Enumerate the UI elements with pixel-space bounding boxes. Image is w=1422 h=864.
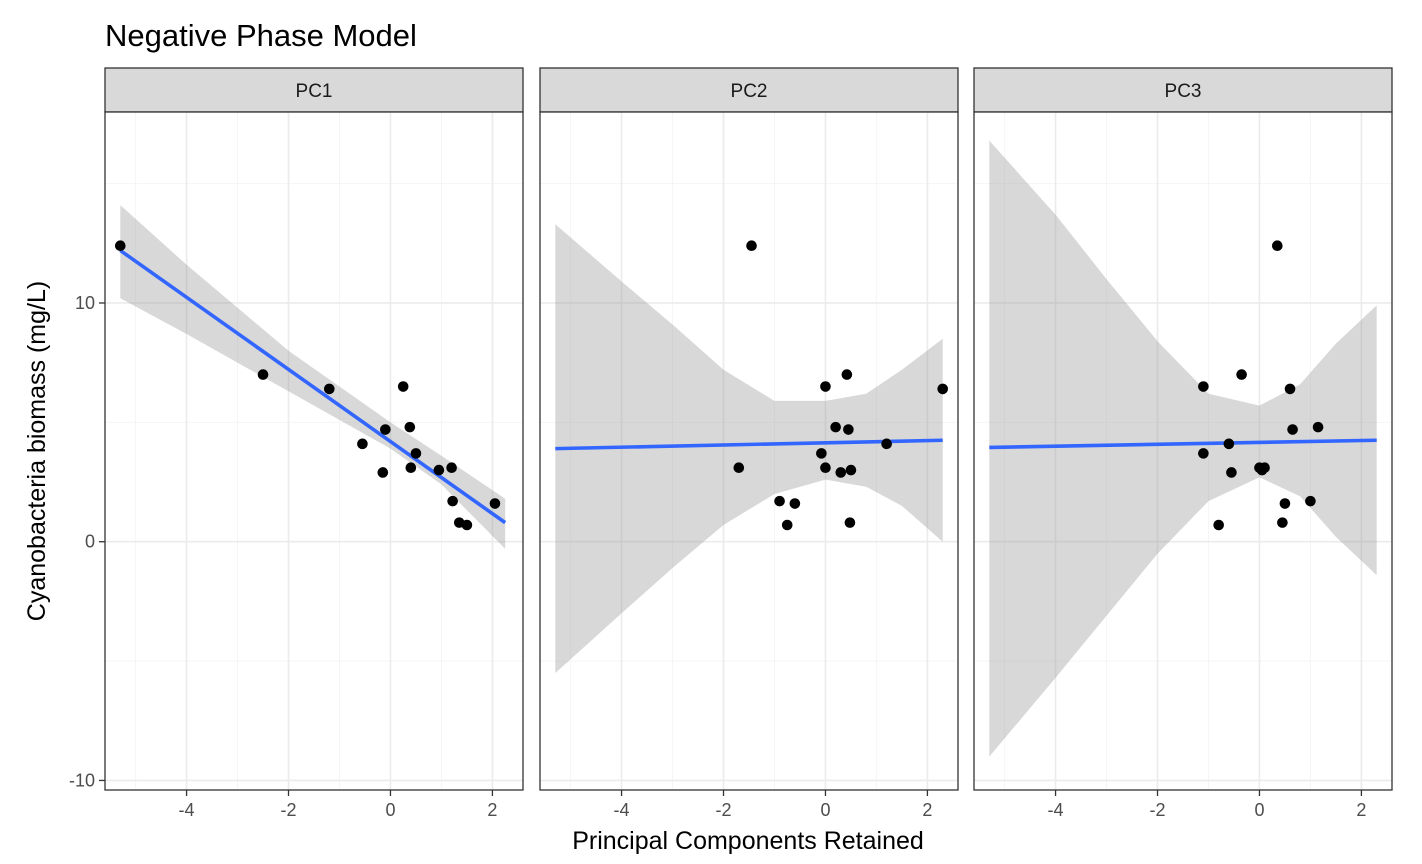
- data-point: [781, 519, 793, 531]
- x-tick-label: 0: [820, 800, 830, 820]
- confidence-band: [989, 140, 1377, 757]
- gridlines: [540, 112, 958, 790]
- facet-strip-label: PC1: [296, 81, 333, 102]
- data-points: [1198, 240, 1324, 531]
- data-point: [1223, 438, 1235, 450]
- x-axis: -4 -2 0 2: [179, 790, 497, 820]
- x-tick-label: 2: [922, 800, 932, 820]
- data-point: [1198, 448, 1209, 459]
- data-point: [1279, 498, 1291, 509]
- regression-line: [119, 248, 507, 525]
- facet-panel-pc1: PC1 -4 -2 0 2: [104, 67, 524, 820]
- y-tick-label: 10: [75, 293, 95, 313]
- x-tick-label: -2: [281, 800, 297, 820]
- facet-strip: [104, 67, 524, 113]
- data-point: [1226, 467, 1237, 478]
- data-point: [937, 383, 949, 395]
- chart-title: Negative Phase Model: [105, 18, 417, 53]
- data-point: [1305, 495, 1316, 507]
- y-axis: -10 0 10: [69, 293, 105, 790]
- data-point: [746, 240, 757, 251]
- gridlines: [105, 112, 523, 790]
- data-point: [433, 464, 445, 476]
- data-point: [489, 498, 501, 509]
- data-point: [357, 438, 368, 450]
- data-point: [461, 519, 473, 531]
- data-point: [114, 240, 126, 251]
- data-point: [830, 421, 841, 433]
- data-point: [1312, 421, 1324, 433]
- plot-background: [105, 112, 523, 790]
- y-tick-label: -10: [69, 770, 95, 790]
- facet-panel-pc3: PC3 -4 -2 0 2: [973, 67, 1393, 820]
- data-point: [881, 438, 892, 450]
- data-points: [114, 240, 501, 531]
- y-tick-label: 0: [85, 532, 95, 552]
- data-point: [843, 424, 854, 435]
- plot-background: [974, 112, 1392, 790]
- confidence-band: [120, 205, 506, 549]
- x-tick-label: 0: [1254, 800, 1264, 820]
- data-point: [404, 421, 416, 433]
- data-point: [405, 462, 417, 474]
- data-point: [446, 462, 457, 474]
- data-point: [733, 462, 745, 474]
- data-point: [1277, 517, 1288, 528]
- data-point: [816, 448, 827, 459]
- data-point: [323, 383, 335, 395]
- data-point: [835, 467, 847, 478]
- data-point: [397, 381, 409, 392]
- x-tick-label: -4: [614, 800, 630, 820]
- x-axis-title: Principal Components Retained: [572, 827, 924, 855]
- data-point: [257, 369, 269, 380]
- x-axis: -4 -2 0 2: [614, 790, 932, 820]
- x-axis: -4 -2 0 2: [1048, 790, 1366, 820]
- data-point: [1236, 369, 1247, 380]
- data-point: [844, 517, 856, 528]
- x-tick-label: -2: [716, 800, 732, 820]
- data-point: [447, 495, 458, 507]
- panel-border: [539, 111, 959, 791]
- data-point: [380, 424, 391, 435]
- regression-line: [555, 438, 943, 451]
- data-point: [820, 381, 831, 392]
- data-points: [733, 240, 949, 531]
- facet-strip-label: PC2: [731, 81, 768, 102]
- facet-strip-label: PC3: [1165, 81, 1202, 102]
- x-tick-label: -4: [1048, 800, 1064, 820]
- data-point: [1272, 240, 1283, 251]
- data-point: [1284, 383, 1296, 395]
- y-axis-title: Cyanobacteria biomass (mg/L): [23, 281, 51, 621]
- data-point: [789, 498, 801, 509]
- data-point: [377, 467, 389, 478]
- data-point: [1213, 519, 1224, 531]
- x-tick-label: 0: [385, 800, 395, 820]
- data-point: [410, 448, 422, 459]
- data-point: [845, 464, 857, 476]
- data-point: [841, 369, 853, 380]
- data-point: [1259, 462, 1270, 474]
- x-tick-label: 2: [487, 800, 497, 820]
- regression-line: [989, 438, 1377, 450]
- facet-strip: [973, 67, 1393, 113]
- plot-background: [540, 112, 958, 790]
- x-tick-label: -2: [1150, 800, 1166, 820]
- panel-border: [104, 111, 524, 791]
- data-point: [820, 462, 831, 474]
- data-point: [1198, 381, 1209, 392]
- facet-panel-pc2: PC2 -4 -2 0 2: [539, 67, 959, 820]
- confidence-band: [555, 224, 943, 673]
- x-tick-label: -4: [179, 800, 195, 820]
- data-point: [1287, 424, 1298, 435]
- panel-border: [973, 111, 1393, 791]
- x-tick-label: 2: [1356, 800, 1366, 820]
- data-point: [774, 495, 785, 507]
- facet-panels: PC1 -4 -2 0 2 PC2 -4 -2 0 2 PC3 -4 -2 0 2: [104, 67, 1393, 820]
- gridlines: [974, 112, 1392, 790]
